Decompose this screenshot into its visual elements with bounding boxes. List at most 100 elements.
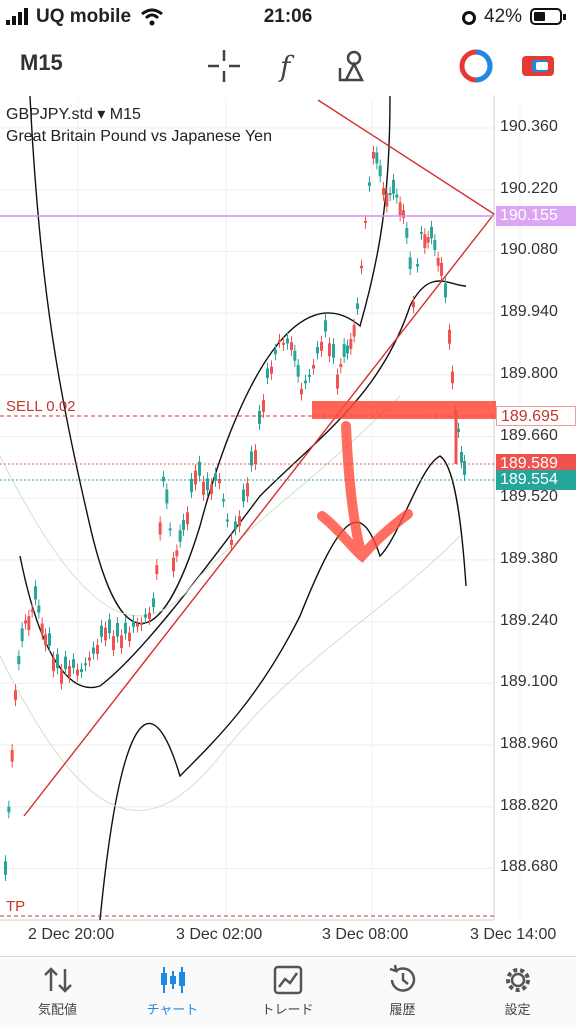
bear-candle	[426, 236, 430, 243]
tab-quotes[interactable]: 気配値	[0, 957, 115, 1025]
price-axis-label: 189.660	[500, 426, 558, 444]
bear-candle	[194, 470, 197, 485]
price-axis-label: 188.960	[500, 735, 558, 752]
bull-candle	[444, 283, 447, 298]
moving-average	[0, 535, 461, 811]
bear-candle	[254, 450, 257, 465]
tp-label[interactable]: TP	[6, 898, 26, 915]
bottom-tab-bar: 気配値 チャート トレード 履歴 設定	[0, 956, 576, 1025]
tab-chart[interactable]: チャート	[115, 957, 230, 1025]
bull-candle	[37, 605, 41, 613]
bear-candle	[278, 339, 281, 342]
drawn-arrow	[317, 421, 413, 563]
sell-order-label[interactable]: SELL 0.02	[6, 398, 76, 415]
bull-candle	[152, 598, 155, 608]
objects-icon[interactable]	[334, 46, 374, 86]
bear-candle	[360, 265, 363, 269]
bear-candle	[238, 516, 241, 527]
tab-trade[interactable]: トレード	[230, 957, 345, 1025]
bear-candle	[136, 623, 139, 627]
bull-candle	[144, 614, 147, 618]
time-axis-label: 2 Dec 20:00	[28, 926, 115, 943]
price-chart[interactable]	[0, 96, 576, 956]
bear-candle	[202, 481, 205, 495]
svg-text:f: f	[278, 50, 295, 83]
bear-candle	[172, 557, 175, 572]
bull-candle	[356, 303, 359, 310]
bull-candle	[206, 478, 209, 491]
bull-candle	[72, 659, 75, 668]
bull-candle	[420, 231, 423, 234]
bear-candle	[448, 329, 451, 344]
symbol-label[interactable]: GBPJPY.std ▾ M15	[6, 106, 141, 123]
tab-history[interactable]: 履歴	[345, 957, 460, 1025]
wifi-icon	[141, 8, 163, 26]
new-order-icon[interactable]	[518, 46, 558, 86]
tab-label: 設定	[504, 1003, 531, 1018]
bear-candle	[76, 669, 79, 676]
time-axis-label: 3 Dec 08:00	[322, 926, 409, 943]
bear-candle	[282, 342, 285, 345]
chart-canvas[interactable]	[0, 96, 576, 956]
bear-candle	[128, 632, 131, 642]
bull-candle	[20, 628, 24, 642]
battery-percent: 42%	[484, 6, 523, 27]
bull-candle	[457, 428, 460, 433]
line-price-tag: 190.155	[496, 206, 576, 226]
tab-label: トレード	[261, 1003, 314, 1018]
bear-candle	[385, 193, 389, 207]
bull-candle	[408, 257, 412, 270]
ask-price-tag: 189.554	[496, 470, 576, 490]
bull-candle	[296, 365, 300, 377]
bull-candle	[274, 349, 277, 355]
bear-candle	[140, 623, 143, 626]
price-axis-label: 189.380	[500, 549, 558, 567]
lower-band	[99, 455, 467, 921]
bear-candle	[349, 338, 353, 349]
chart-icon	[160, 967, 185, 993]
bull-candle	[378, 165, 382, 177]
bear-candle	[68, 665, 71, 677]
bull-candle	[433, 240, 437, 250]
bull-candle	[92, 647, 95, 654]
price-axis-label: 189.240	[500, 611, 558, 629]
crosshair-icon[interactable]	[204, 46, 244, 86]
bear-candle	[320, 341, 323, 351]
bull-candle	[116, 622, 119, 637]
bull-candle	[266, 368, 269, 379]
price-axis-label: 188.680	[500, 858, 558, 876]
bear-candle	[88, 657, 91, 661]
bull-candle	[165, 489, 169, 504]
sell-price-tag: 189.695	[496, 406, 576, 426]
bull-candle	[182, 519, 185, 530]
bear-candle	[412, 301, 415, 308]
bear-candle	[290, 342, 293, 351]
bear-candle	[60, 669, 63, 684]
bull-candle	[395, 194, 399, 198]
bear-candle	[158, 522, 162, 535]
battery-icon	[530, 8, 566, 25]
bull-candle	[234, 521, 237, 530]
indicators-icon[interactable]: f	[268, 46, 308, 86]
bear-candle	[27, 616, 31, 631]
bull-candle	[226, 519, 229, 522]
bull-candle	[308, 374, 311, 377]
price-axis-label: 190.220	[500, 179, 558, 197]
settings-icon	[505, 968, 530, 992]
bear-candle	[352, 324, 356, 337]
bull-candle	[80, 669, 83, 673]
bull-candle	[416, 264, 419, 267]
tab-settings[interactable]: 設定	[460, 957, 575, 1025]
bear-candle	[402, 210, 405, 218]
bear-candle	[175, 550, 179, 557]
bull-candle	[430, 226, 433, 239]
bull-candle	[4, 861, 7, 875]
tab-label: チャート	[146, 1003, 199, 1018]
bull-candle	[162, 476, 165, 482]
bear-candle	[451, 371, 454, 384]
timeframe-button[interactable]: M15	[20, 50, 63, 75]
bear-candle	[262, 400, 265, 412]
bear-candle	[104, 627, 107, 641]
bull-candle	[214, 473, 217, 481]
one-click-trading-icon[interactable]	[456, 46, 496, 86]
